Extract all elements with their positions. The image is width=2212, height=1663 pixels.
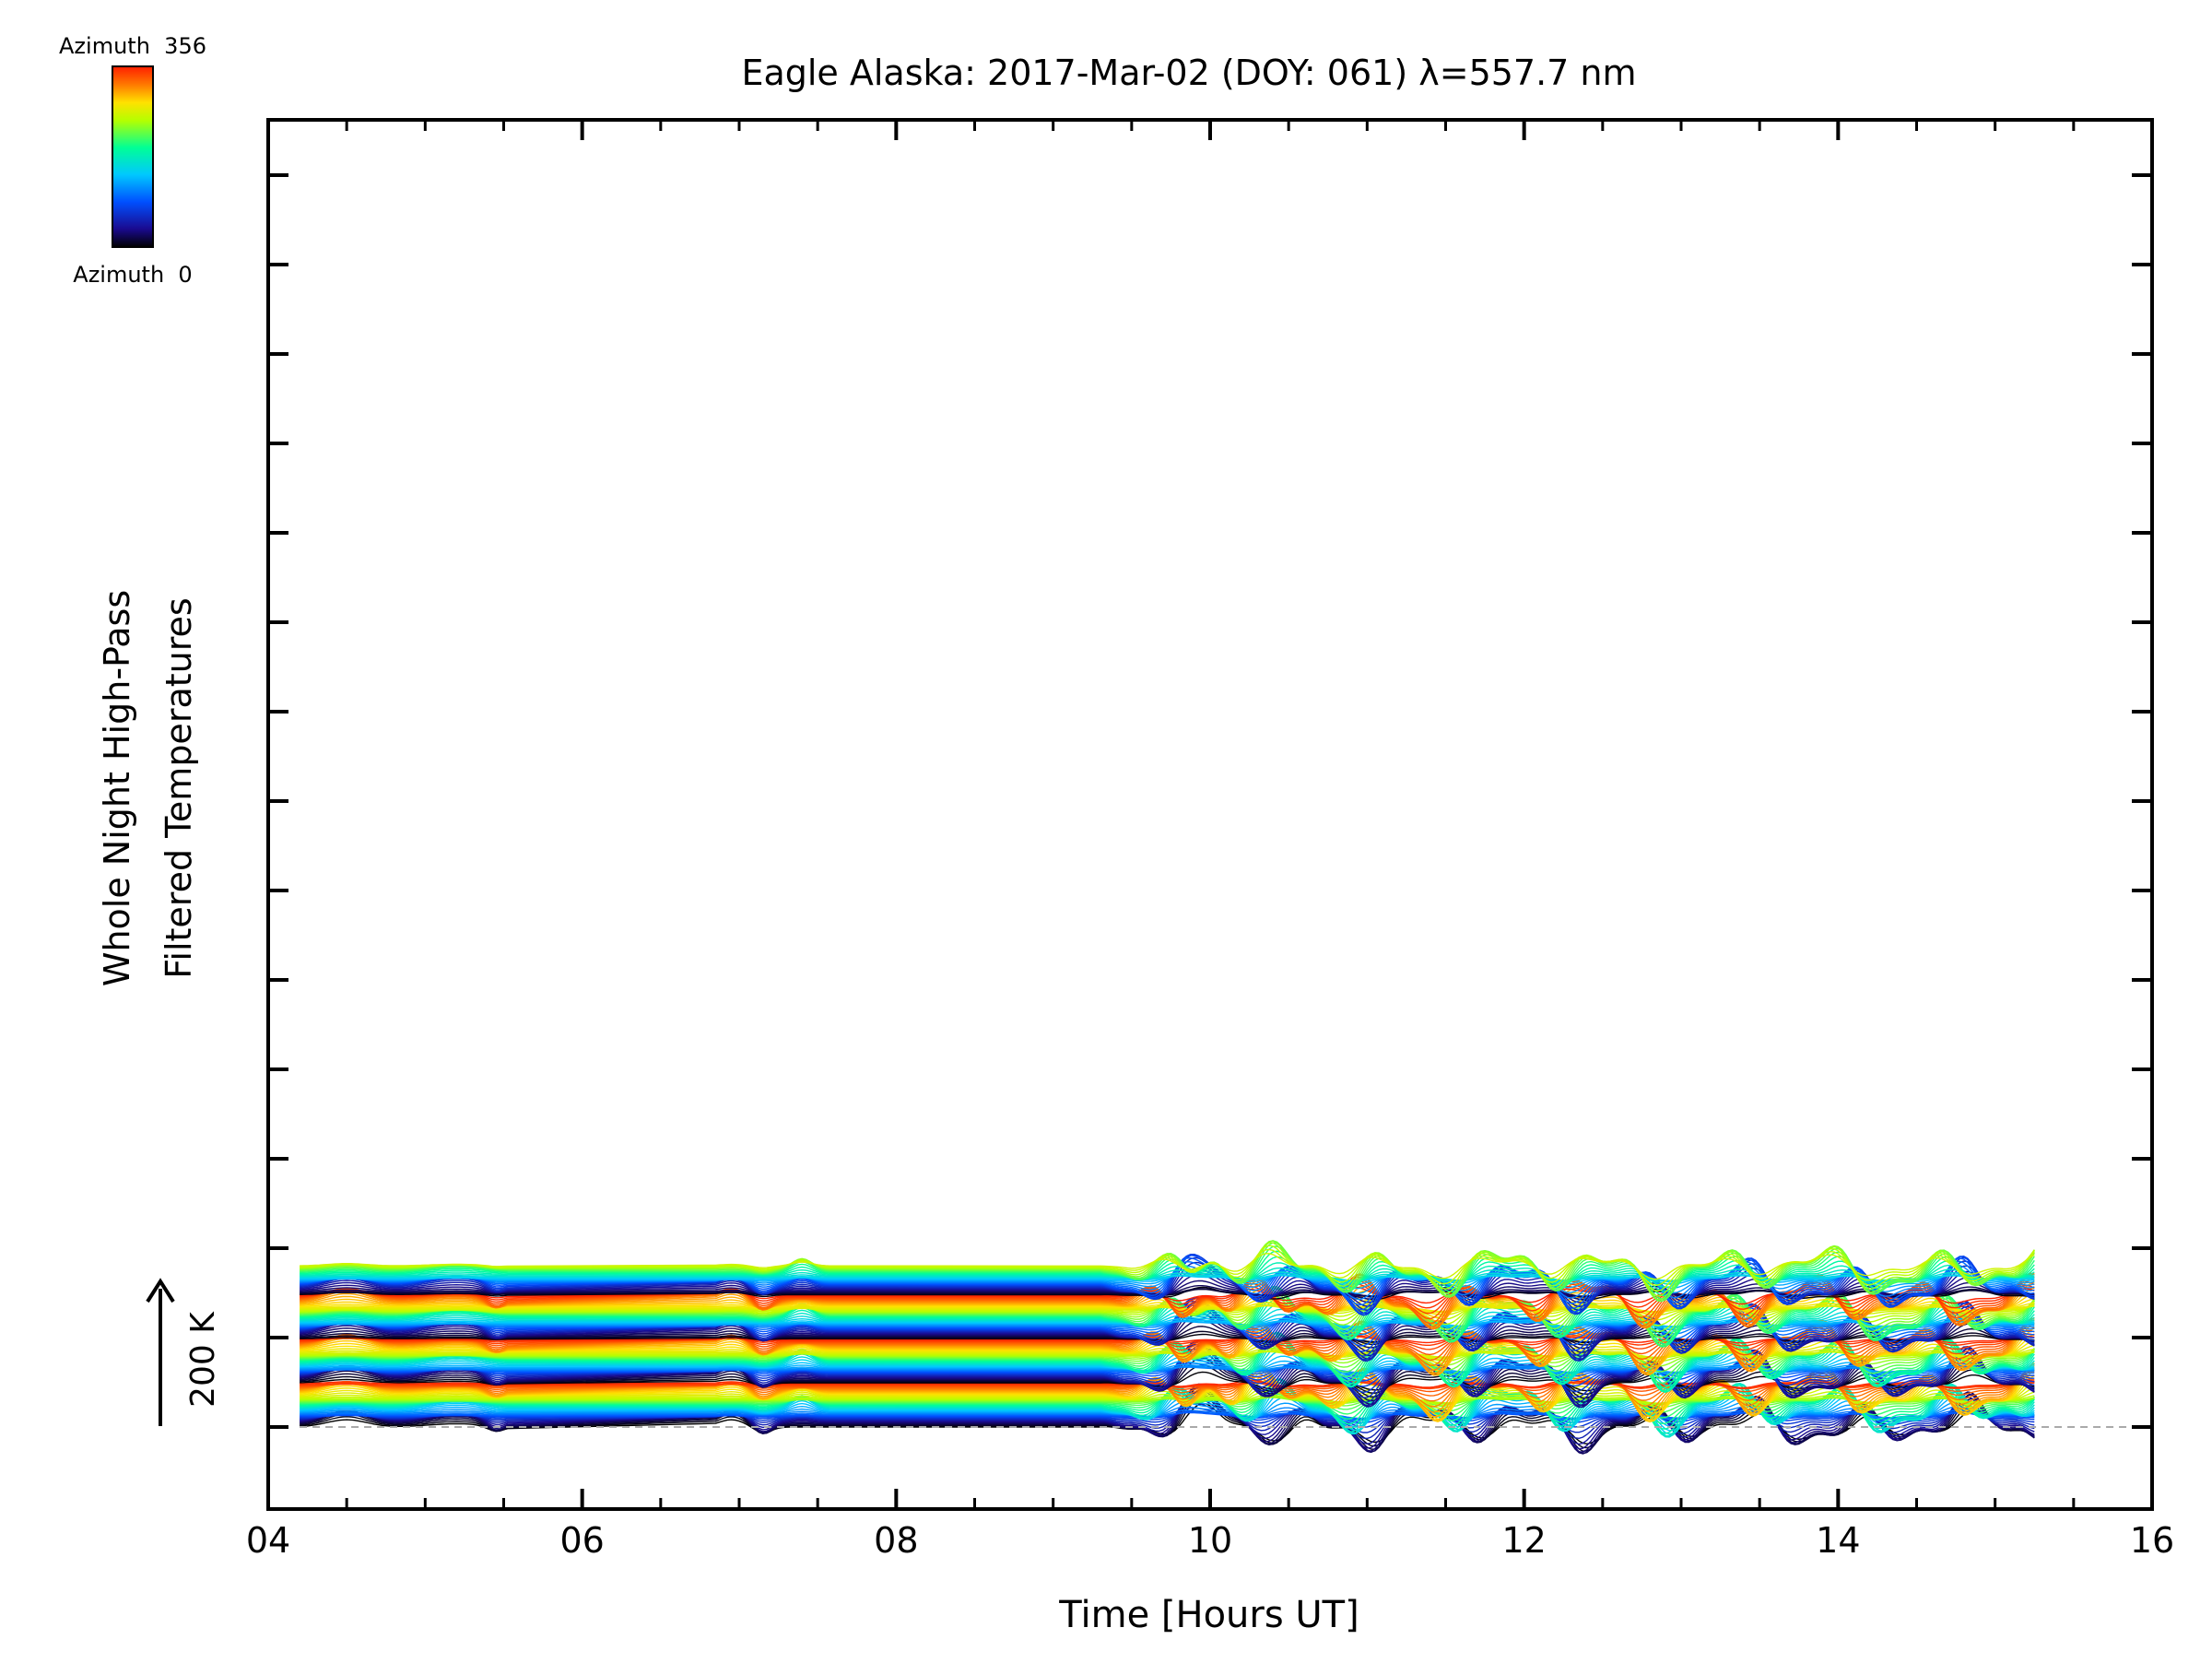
- temperature-series-line: [300, 1267, 2035, 1285]
- temperature-series-line: [300, 1365, 2035, 1374]
- scale-bar-label: 200 K: [184, 1311, 222, 1408]
- scale-bar: 200 K: [146, 1278, 222, 1426]
- x-tick-label: 08: [874, 1520, 918, 1561]
- temperature-series-line: [300, 1253, 2035, 1280]
- x-axis-label: Time [Hours UT]: [1058, 1594, 1359, 1636]
- y-axis-label-line-2: Filtered Temperatures: [159, 597, 199, 978]
- temperature-series-line: [300, 1350, 2035, 1383]
- temperature-series-line: [300, 1271, 2035, 1282]
- temperature-series-line: [300, 1274, 2035, 1283]
- x-tick-label: 04: [246, 1520, 290, 1561]
- temperature-series-line: [300, 1248, 2035, 1286]
- temperature-series-line: [300, 1391, 2035, 1432]
- colorbar-top-label: Azimuth 356: [59, 33, 206, 59]
- x-tick-label: 06: [559, 1520, 604, 1561]
- temperature-series-line: [300, 1397, 2035, 1406]
- temperature-series-line: [300, 1317, 2035, 1328]
- temperature-series-line: [300, 1308, 2035, 1334]
- temperature-series-line: [300, 1314, 2035, 1330]
- temperature-series-line: [300, 1302, 2035, 1321]
- temperature-series-line: [300, 1244, 2035, 1292]
- temperature-series-line: [300, 1411, 2035, 1420]
- temperature-series-line: [300, 1343, 2035, 1387]
- scale-bar-arrowhead-icon: [146, 1278, 175, 1303]
- temperature-series-line: [300, 1274, 2035, 1281]
- temperature-series-line: [300, 1343, 2035, 1373]
- chart-title: Eagle Alaska: 2017-Mar-02 (DOY: 061) λ=5…: [741, 53, 1636, 93]
- temperature-series-line: [300, 1360, 2035, 1375]
- temperature-series-line: [300, 1293, 2035, 1333]
- temperature-series-line: [300, 1304, 2035, 1314]
- temperature-series-line: [300, 1396, 2035, 1428]
- x-tick-label: 12: [1501, 1520, 1546, 1561]
- y-axis-label-line-1: Whole Night High-Pass: [97, 590, 137, 986]
- y-axis-ticks: [268, 173, 2152, 1429]
- colorbar: Azimuth 356 Azimuth 0: [59, 33, 206, 288]
- x-tick-label: 14: [1816, 1520, 1860, 1561]
- temperature-series-line: [300, 1350, 2035, 1360]
- temperature-series-line: [300, 1401, 2035, 1424]
- temperature-series-line: [300, 1320, 2035, 1328]
- colorbar-gradient: [112, 65, 154, 248]
- x-tick-label: 10: [1188, 1520, 1232, 1561]
- temperature-series-line: [300, 1366, 2035, 1374]
- colorbar-bottom-label: Azimuth 0: [73, 262, 192, 288]
- temperature-series-line: [300, 1317, 2035, 1374]
- temperature-series-line: [300, 1303, 2035, 1338]
- temperature-series-line: [300, 1320, 2035, 1327]
- temperature-series-line: [300, 1396, 2035, 1404]
- x-axis-ticks: 04 06 08 10 12 14 16: [246, 120, 2174, 1561]
- temperature-series-line: [300, 1406, 2035, 1421]
- x-tick-label: 16: [2130, 1520, 2174, 1561]
- temperature-series-line: [300, 1363, 2035, 1374]
- series-lines: [300, 1240, 2035, 1455]
- temperature-series-line: [300, 1355, 2035, 1379]
- temperature-series-line: [300, 1262, 2035, 1289]
